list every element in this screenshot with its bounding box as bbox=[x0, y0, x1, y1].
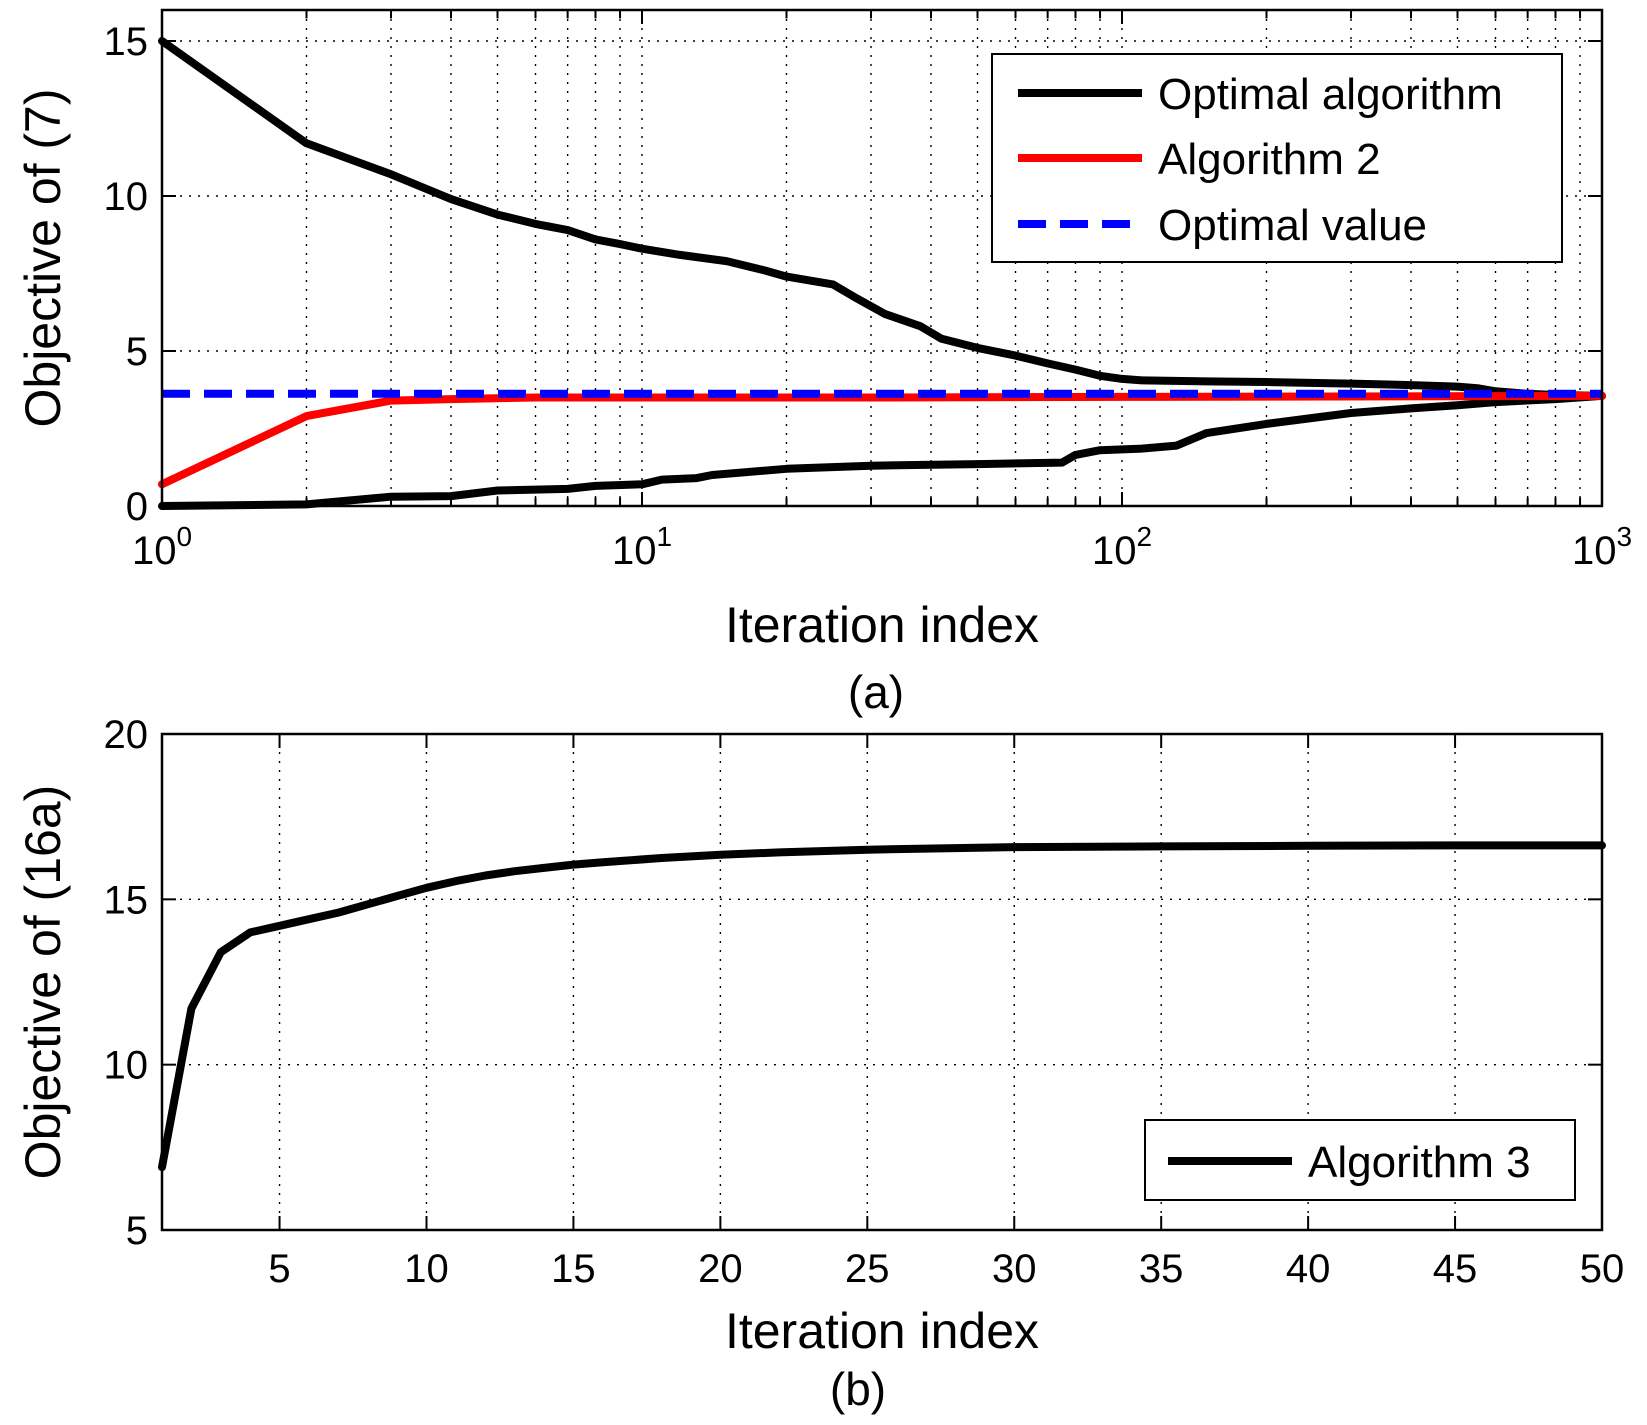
b-grid bbox=[162, 734, 1602, 1230]
a-y-tick-label: 5 bbox=[126, 330, 148, 374]
a-x-tick-label: 102 bbox=[1092, 521, 1152, 573]
panel-a: 100 101 102 103 0 5 10 15 Optimal algorithm Alg… bbox=[15, 8, 1632, 718]
a-x-tick-label: 101 bbox=[612, 521, 672, 573]
b-x-axis-label: Iteration index bbox=[725, 1303, 1039, 1359]
a-ticks: 100 101 102 103 0 5 10 15 bbox=[104, 10, 1632, 573]
b-x-tick-label: 30 bbox=[992, 1247, 1037, 1291]
a-series-0-line bbox=[158, 37, 1606, 400]
b-x-tick-label: 15 bbox=[551, 1247, 596, 1291]
b-y-tick-label: 15 bbox=[104, 878, 149, 922]
a-legend: Optimal algorithm Algorithm 2 Optimal va… bbox=[991, 53, 1563, 263]
a-x-tick-label: 103 bbox=[1572, 521, 1632, 573]
a-y-tick-label: 10 bbox=[104, 175, 149, 219]
b-series bbox=[158, 841, 1606, 1172]
panel-b: 5 10 15 20 25 30 35 40 45 50 5 10 15 20 Algorithm 3 I… bbox=[15, 713, 1624, 1415]
a-panel-caption: (a) bbox=[848, 666, 904, 718]
b-y-axis-label: Objective of (16a) bbox=[15, 785, 71, 1180]
b-x-tick-label: 40 bbox=[1286, 1247, 1331, 1291]
a-series-2-line bbox=[158, 391, 1606, 489]
a-y-tick-label: 0 bbox=[126, 485, 148, 529]
b-legend-label-0: Algorithm 3 bbox=[1308, 1138, 1531, 1187]
a-plot-frame bbox=[160, 8, 1604, 508]
b-y-tick-label: 20 bbox=[104, 713, 149, 757]
a-legend-label-2: Optimal value bbox=[1158, 201, 1427, 250]
b-panel-caption: (b) bbox=[830, 1363, 886, 1415]
b-y-tick-label: 10 bbox=[104, 1044, 149, 1088]
b-x-tick-label: 25 bbox=[845, 1247, 890, 1291]
a-legend-label-1: Algorithm 2 bbox=[1158, 135, 1381, 184]
b-y-tick-label: 5 bbox=[126, 1209, 148, 1253]
a-x-axis-label: Iteration index bbox=[725, 597, 1039, 653]
a-y-tick-label: 15 bbox=[104, 20, 149, 64]
b-ticks: 5 10 15 20 25 30 35 40 45 50 5 10 15 20 bbox=[104, 713, 1625, 1291]
b-x-tick-label: 20 bbox=[698, 1247, 743, 1291]
b-x-tick-label: 45 bbox=[1433, 1247, 1478, 1291]
b-x-tick-label: 35 bbox=[1139, 1247, 1184, 1291]
a-y-axis-label: Objective of (7) bbox=[15, 88, 71, 427]
b-x-tick-label: 10 bbox=[404, 1247, 449, 1291]
a-series-1-line bbox=[158, 391, 1606, 510]
a-legend-label-0: Optimal algorithm bbox=[1158, 70, 1503, 119]
b-x-tick-label: 5 bbox=[268, 1247, 290, 1291]
b-series-0-line bbox=[158, 841, 1606, 1172]
b-x-tick-label: 50 bbox=[1580, 1247, 1625, 1291]
a-x-tick-label: 100 bbox=[132, 521, 192, 573]
b-legend: Algorithm 3 bbox=[1144, 1119, 1576, 1201]
a-series bbox=[158, 37, 1606, 510]
b-plot-frame bbox=[160, 732, 1604, 1232]
